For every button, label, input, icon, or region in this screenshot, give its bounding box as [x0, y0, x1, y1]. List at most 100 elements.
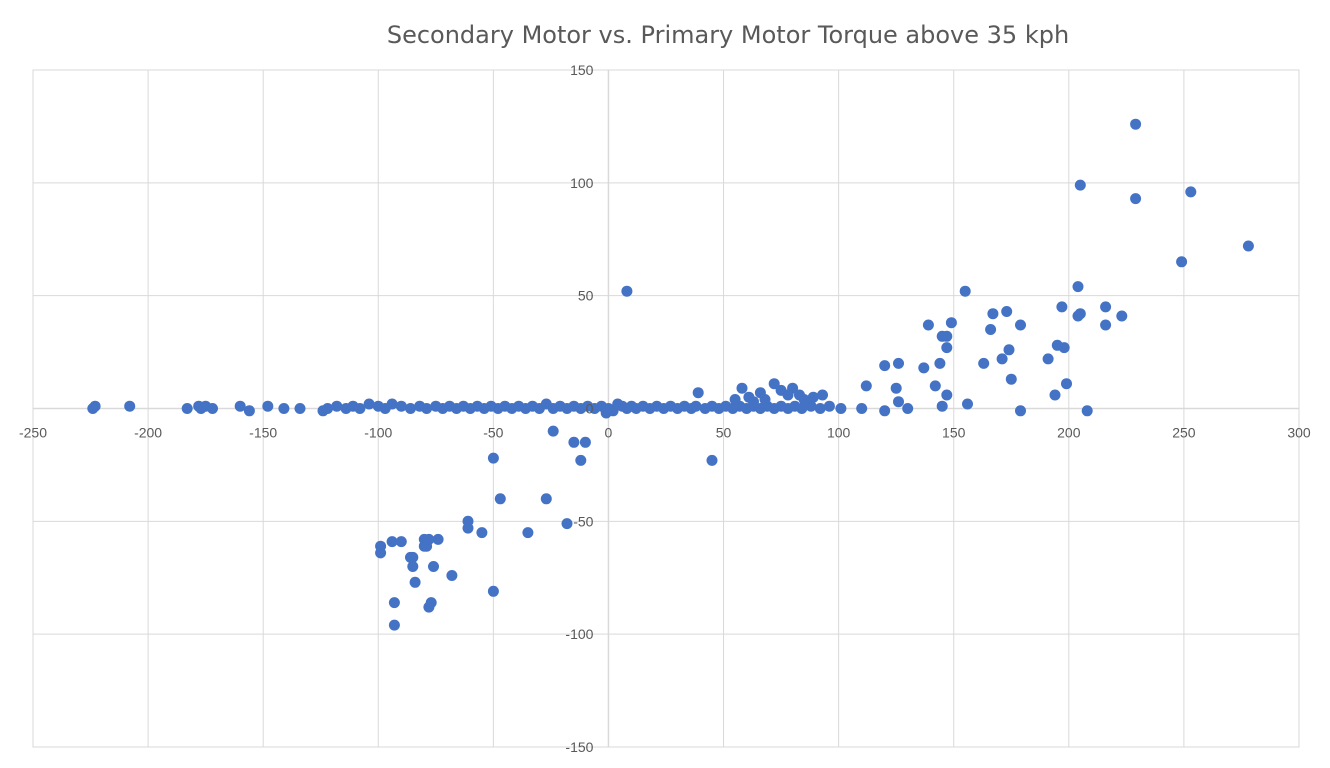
data-point: [395, 400, 407, 412]
y-tick-label: 150: [570, 62, 594, 78]
x-tick-label: -200: [134, 425, 162, 441]
data-point: [388, 619, 400, 631]
data-point: [890, 382, 902, 394]
data-point: [476, 527, 488, 539]
data-point: [893, 357, 904, 369]
data-point: [996, 353, 1008, 365]
data-point: [462, 522, 474, 534]
data-point: [386, 398, 398, 410]
data-point: [817, 389, 828, 401]
data-point: [494, 493, 506, 505]
data-point: [729, 394, 741, 405]
data-point: [798, 394, 810, 405]
data-point: [959, 285, 971, 297]
y-tick-label: -150: [565, 739, 593, 755]
data-point: [748, 396, 759, 408]
data-point: [1003, 344, 1015, 356]
data-point: [934, 357, 946, 369]
data-point: [423, 533, 435, 545]
data-point: [985, 324, 997, 335]
data-point: [962, 398, 973, 410]
data-point: [487, 452, 499, 464]
x-tick-label: 150: [942, 425, 966, 441]
data-point: [1100, 301, 1112, 313]
data-point: [409, 576, 421, 588]
data-point: [1072, 281, 1084, 293]
data-point: [860, 380, 872, 392]
x-tick-label: 0: [605, 425, 613, 441]
data-point: [89, 400, 101, 412]
data-point: [386, 536, 398, 548]
data-point: [487, 585, 499, 597]
data-point: [736, 382, 748, 394]
data-point: [987, 308, 999, 320]
data-point: [428, 561, 439, 572]
data-point: [407, 551, 419, 563]
data-point: [893, 396, 904, 408]
data-point: [1100, 319, 1112, 331]
data-point: [814, 403, 826, 414]
data-point: [181, 403, 193, 414]
data-point: [945, 317, 957, 329]
data-point: [207, 403, 218, 414]
data-point: [421, 403, 433, 414]
data-point: [388, 597, 400, 609]
data-point: [1130, 193, 1142, 205]
x-tick-label: 250: [1172, 425, 1196, 441]
data-point: [579, 436, 591, 448]
data-point: [787, 382, 799, 394]
data-point: [1242, 240, 1254, 252]
data-point: [936, 400, 948, 412]
data-point: [278, 403, 290, 414]
data-point: [879, 360, 891, 372]
data-point: [922, 319, 934, 331]
data-point: [407, 561, 419, 572]
y-tick-label: -50: [573, 513, 593, 529]
data-point: [363, 398, 375, 410]
y-tick-label: 50: [578, 288, 594, 304]
data-point: [234, 400, 246, 412]
data-point: [446, 570, 458, 581]
y-tick-label: 0: [586, 401, 594, 417]
data-point: [1061, 378, 1072, 390]
x-tick-label: 300: [1287, 425, 1311, 441]
data-point: [902, 403, 914, 414]
gridlines: [32, 69, 1300, 748]
data-point: [941, 330, 953, 342]
data-point: [621, 285, 633, 297]
data-point: [561, 518, 573, 530]
data-point: [856, 403, 868, 414]
data-point: [331, 400, 343, 412]
x-tick-label: 100: [827, 425, 851, 441]
data-point: [929, 380, 941, 392]
data-point: [124, 400, 136, 412]
data-point: [1074, 179, 1086, 191]
y-tick-label: 100: [570, 175, 594, 191]
data-point: [1005, 373, 1017, 385]
data-point: [354, 403, 366, 414]
x-tick-label: -250: [19, 425, 47, 441]
data-point: [395, 536, 407, 548]
x-tick-label: -150: [249, 425, 277, 441]
x-tick-label: -50: [483, 425, 503, 441]
data-point: [978, 357, 990, 369]
data-point: [1058, 342, 1070, 354]
data-point: [1130, 118, 1142, 130]
data-point: [1176, 256, 1188, 268]
data-point: [547, 425, 559, 437]
data-point: [768, 378, 780, 390]
data-point: [522, 527, 534, 539]
data-point: [1015, 319, 1026, 331]
data-point: [1185, 186, 1197, 198]
data-point: [835, 403, 847, 414]
data-point: [706, 454, 718, 466]
data-point: [796, 403, 808, 414]
x-tick-label: -100: [364, 425, 392, 441]
data-point: [1049, 389, 1061, 401]
data-point: [692, 387, 704, 399]
y-tick-label: -100: [565, 626, 593, 642]
data-point: [1081, 405, 1093, 417]
data-point: [322, 403, 334, 414]
data-point: [405, 403, 416, 414]
data-point: [294, 403, 306, 414]
